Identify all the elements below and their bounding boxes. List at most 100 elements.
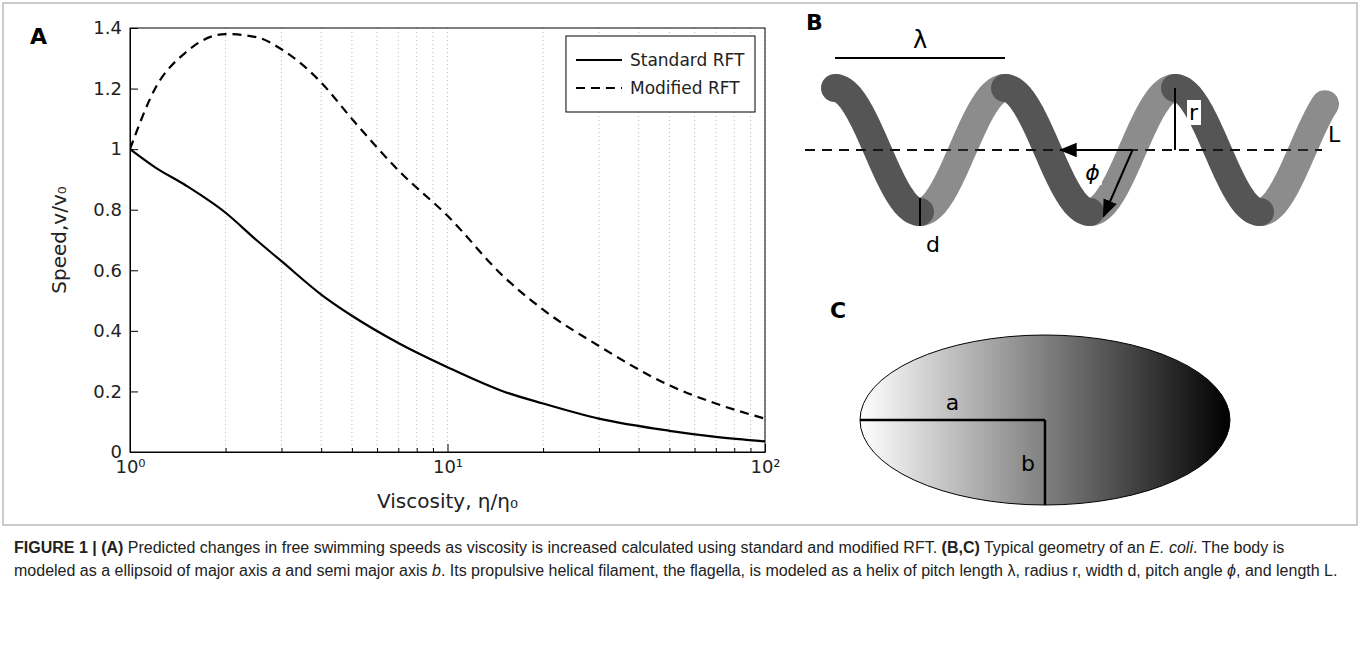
x-minor-tick-mark — [695, 448, 696, 452]
y-tick-mark — [130, 89, 138, 90]
y-tick-mark — [130, 452, 138, 453]
angle-arrow — [1061, 149, 1133, 151]
caption-run: Typical geometry of an — [980, 539, 1150, 556]
x-minor-tick — [398, 448, 399, 452]
y-tick: 0.6 — [93, 260, 138, 281]
x-minor-tick-mark — [433, 448, 434, 452]
y-tick-mark — [130, 270, 138, 271]
grid-line — [447, 28, 448, 452]
panel-b: Bλ r Lϕ d — [805, 10, 1341, 257]
grid-line — [225, 28, 226, 452]
wavelength-label: λ — [913, 26, 927, 54]
x-minor-tick-mark — [352, 448, 353, 452]
y-tick-mark — [130, 28, 138, 29]
grid-line — [377, 28, 378, 452]
series-line — [130, 34, 765, 419]
figure-frame — [3, 3, 1357, 525]
legend-box — [566, 36, 755, 112]
x-tick: 10¹ — [433, 444, 463, 477]
x-minor-tick — [695, 448, 696, 452]
panel-letter: B — [806, 10, 823, 35]
x-minor-tick — [716, 448, 717, 452]
angle-label: ϕ — [1085, 160, 1100, 185]
series-group — [130, 34, 765, 441]
y-tick: 0 — [111, 441, 138, 462]
grid-line — [281, 28, 282, 452]
x-minor-tick — [639, 448, 640, 452]
x-minor-tick — [543, 448, 544, 452]
caption-run: a — [272, 562, 281, 579]
y-tick-label: 0 — [111, 441, 122, 462]
x-minor-tick — [321, 448, 322, 452]
grid-line — [432, 28, 433, 452]
x-minor-tick-mark — [639, 448, 640, 452]
y-tick-mark — [130, 391, 138, 392]
x-minor-tick-mark — [321, 448, 322, 452]
panel-c: Ca b — [830, 298, 1230, 505]
caption-run: and semi major axis — [281, 562, 432, 579]
series-line — [130, 149, 765, 441]
cell-body — [860, 335, 1230, 505]
x-minor-tick — [281, 448, 282, 452]
width-line — [919, 198, 921, 226]
y-tick-label: 0.4 — [93, 320, 122, 341]
x-axis-line — [131, 452, 766, 453]
caption-run: b — [432, 562, 441, 579]
x-minor-tick-mark — [417, 448, 418, 452]
y-tick-label: 0.8 — [93, 199, 122, 220]
x-minor-tick — [226, 448, 227, 452]
caption-run: , and length L. — [1236, 562, 1337, 579]
caption: FIGURE 1 | (A) Predicted changes in free… — [14, 536, 1344, 582]
x-minor-tick-mark — [226, 448, 227, 452]
helix-axis-overlay — [805, 149, 1322, 151]
legend: Standard RFTModified RFT — [566, 36, 755, 112]
width-label: d — [926, 232, 940, 257]
radius-label: r — [1189, 100, 1199, 125]
minor-axis-label: b — [1021, 451, 1035, 476]
x-minor-tick-mark — [398, 448, 399, 452]
helix-segment — [1260, 104, 1325, 212]
y-tick: 0.8 — [93, 199, 138, 220]
x-minor-tick-mark — [281, 448, 282, 452]
grid-line — [321, 28, 322, 452]
angle-arrow — [1104, 150, 1133, 216]
x-tick-label: 10² — [750, 456, 780, 477]
y-tick-label: 1 — [111, 138, 122, 159]
x-axis: 10⁰10¹10² — [115, 444, 780, 477]
major-axis-line — [860, 419, 1045, 422]
panel-letter: A — [30, 24, 47, 49]
caption-run: ϕ — [1227, 562, 1236, 579]
y-tick-label: 0.6 — [93, 260, 122, 281]
radius-line — [1174, 88, 1176, 150]
x-minor-ticks — [226, 448, 751, 452]
x-minor-tick-mark — [669, 448, 670, 452]
grid-line — [398, 28, 399, 452]
wavelength-bar — [835, 57, 1005, 59]
y-tick-label: 1.4 — [93, 17, 122, 38]
helix-axis — [805, 149, 1322, 151]
x-minor-tick-mark — [543, 448, 544, 452]
major-axis-label: a — [946, 390, 959, 415]
y-tick: 0.4 — [93, 320, 138, 341]
grid-line — [543, 28, 544, 452]
plot-frame — [130, 28, 765, 452]
x-minor-tick — [352, 448, 353, 452]
x-minor-tick-mark — [377, 448, 378, 452]
y-axis-title: Speed,v/v₀ — [47, 186, 71, 293]
x-minor-tick-mark — [750, 448, 751, 452]
x-axis-title: Viscosity, η/η₀ — [377, 489, 518, 513]
legend-sample — [576, 87, 622, 89]
x-tick-label: 10¹ — [433, 456, 463, 477]
legend-label: Standard RFT — [630, 50, 745, 70]
x-tick: 10² — [750, 444, 780, 477]
panel-letter: C — [830, 298, 846, 323]
y-axis-line — [130, 29, 131, 453]
grid — [130, 28, 765, 452]
caption-run: Predicted changes in free swimming speed… — [123, 539, 941, 556]
caption-run: (B,C) — [942, 539, 980, 556]
y-tick-mark — [130, 210, 138, 211]
x-tick-mark — [448, 444, 449, 452]
x-minor-tick — [377, 448, 378, 452]
length-label: L — [1328, 122, 1341, 147]
y-tick: 1.4 — [93, 17, 138, 38]
